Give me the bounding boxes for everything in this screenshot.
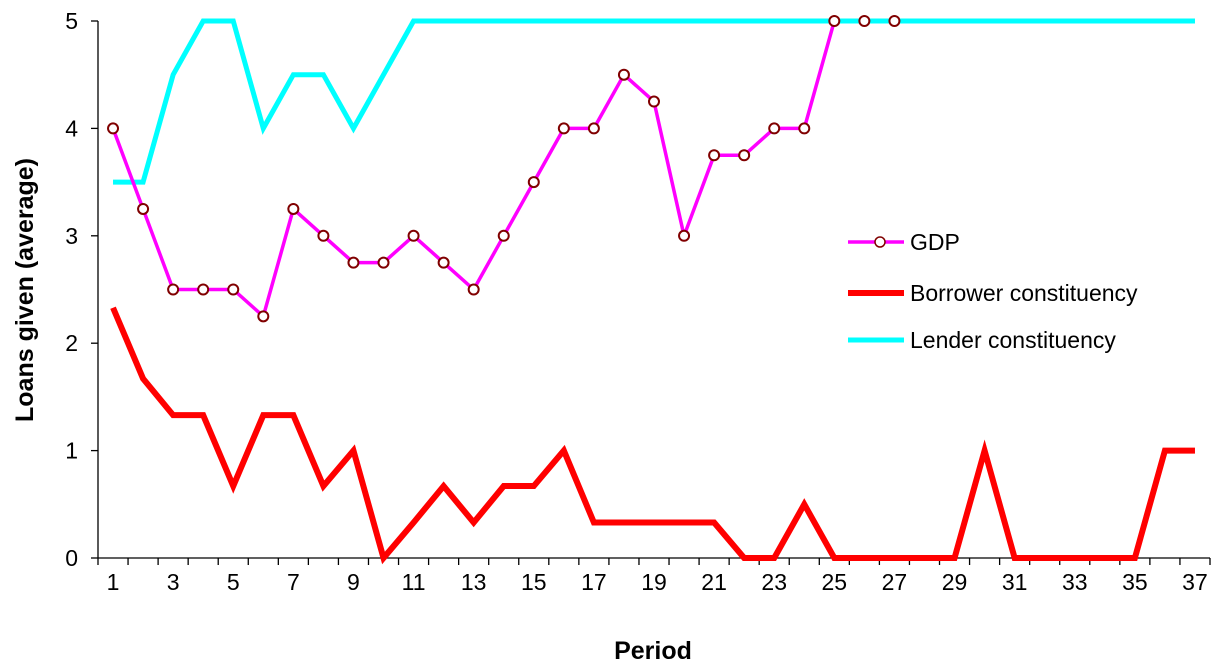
y-tick-label: 0 bbox=[65, 545, 78, 571]
gdp-point bbox=[678, 229, 691, 242]
x-tick-label: 23 bbox=[761, 569, 787, 595]
x-tick-label: 13 bbox=[461, 569, 487, 595]
gdp-point bbox=[197, 283, 210, 296]
gdp-point bbox=[107, 122, 120, 135]
gdp-point bbox=[708, 149, 721, 162]
x-tick-label: 29 bbox=[942, 569, 968, 595]
legend: GDP Borrower constituency Lender constitue… bbox=[848, 229, 1138, 353]
gdp-point bbox=[407, 229, 420, 242]
gdp-point bbox=[798, 122, 811, 135]
gdp-point bbox=[648, 95, 660, 108]
gdp-point bbox=[557, 122, 570, 135]
gdp-point bbox=[287, 202, 300, 215]
x-tick-label: 35 bbox=[1122, 569, 1148, 595]
gdp-point bbox=[257, 310, 270, 323]
y-tick-label: 5 bbox=[65, 8, 78, 34]
gdp-point bbox=[738, 149, 751, 162]
gdp-point bbox=[527, 176, 540, 189]
legend-gdp-label: GDP bbox=[910, 229, 960, 255]
gdp-point bbox=[768, 122, 781, 135]
x-tick-label: 7 bbox=[287, 569, 300, 595]
gdp-point bbox=[227, 283, 240, 296]
gdp-point bbox=[828, 15, 841, 27]
x-tick-label: 27 bbox=[882, 569, 908, 595]
gdp-point bbox=[167, 283, 180, 296]
gdp-point bbox=[347, 256, 360, 269]
x-tick-label: 33 bbox=[1062, 569, 1088, 595]
x-tick-label: 25 bbox=[822, 569, 848, 595]
gdp-point bbox=[377, 256, 390, 269]
x-tick-label: 1 bbox=[107, 569, 120, 595]
x-tick-label: 11 bbox=[402, 569, 426, 595]
legend-gdp-marker bbox=[874, 236, 886, 248]
y-tick-label: 1 bbox=[65, 438, 78, 464]
x-tick-label: 15 bbox=[521, 569, 547, 595]
gdp-point bbox=[317, 229, 330, 242]
y-axis-title: Loans given (average) bbox=[11, 158, 39, 422]
gdp-point bbox=[467, 283, 480, 296]
gdp-point bbox=[497, 229, 510, 242]
gdp-point bbox=[587, 122, 600, 135]
gdp-line bbox=[111, 20, 837, 320]
series-layer bbox=[107, 15, 1195, 565]
legend-borrower-label: Borrower constituency bbox=[910, 280, 1138, 306]
x-tick-label: 5 bbox=[227, 569, 240, 595]
borrower-constituency-line bbox=[110, 306, 1195, 565]
y-tick-label: 2 bbox=[65, 330, 78, 356]
x-axis-ticks: 1 3 5 7 9 11 13 15 17 19 21 23 25 27 29 31 33 35 37 bbox=[97, 558, 1211, 595]
lender-constituency-line bbox=[113, 18, 1195, 185]
legend-lender-label: Lender constituency bbox=[910, 327, 1116, 353]
gdp-point bbox=[888, 15, 901, 27]
y-tick-label: 3 bbox=[65, 223, 78, 249]
x-tick-label: 9 bbox=[347, 569, 360, 595]
x-tick-label: 17 bbox=[581, 569, 607, 595]
gdp-point bbox=[437, 256, 450, 269]
x-tick-label: 3 bbox=[167, 569, 180, 595]
x-axis-title: Period bbox=[614, 637, 692, 665]
x-tick-label: 21 bbox=[701, 569, 727, 595]
x-tick-label: 31 bbox=[1002, 569, 1028, 595]
y-axis-ticks: 0 1 2 3 4 5 bbox=[65, 8, 98, 571]
y-tick-label: 4 bbox=[65, 115, 78, 141]
x-tick-label: 37 bbox=[1182, 569, 1208, 595]
gdp-point bbox=[137, 202, 150, 215]
x-tick-label: 19 bbox=[641, 569, 667, 595]
gdp-point bbox=[858, 15, 871, 27]
gdp-point bbox=[617, 68, 630, 81]
